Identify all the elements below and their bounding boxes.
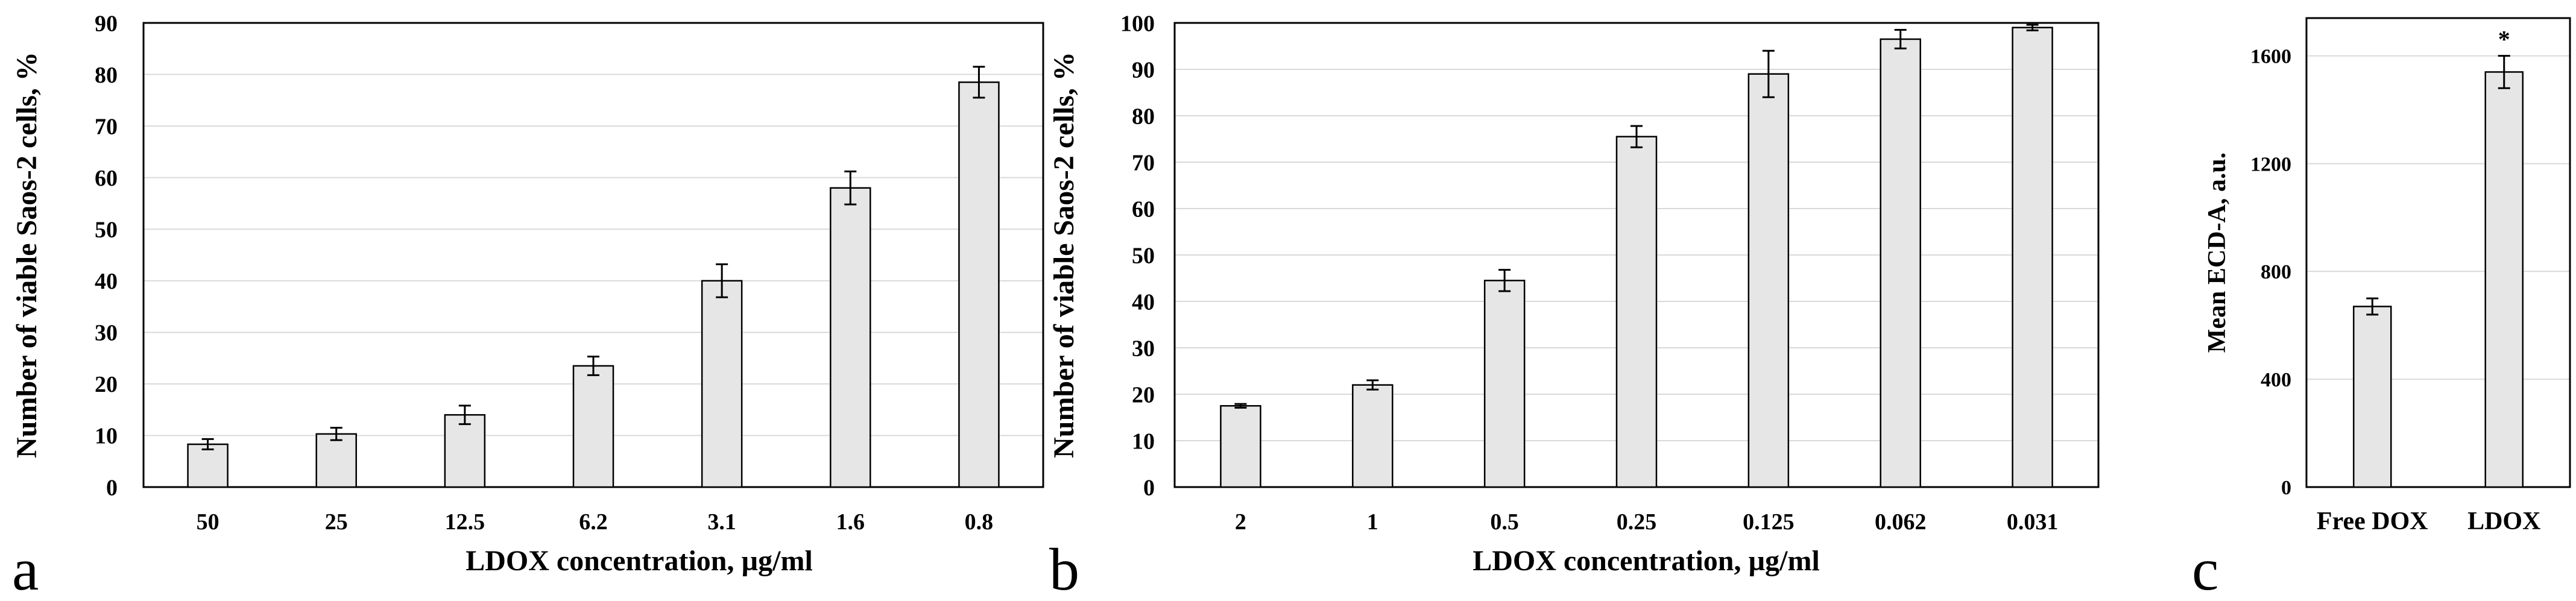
x-tick-label: 0.25 (1617, 509, 1657, 535)
plot-frame (2305, 17, 2571, 488)
bar (2484, 71, 2524, 488)
bar (444, 414, 486, 488)
x-tick-label: 0.062 (1875, 509, 1927, 535)
bar (1352, 384, 1394, 488)
x-tick-label: 0.031 (2007, 509, 2059, 535)
x-tick-label: 1 (1367, 509, 1378, 535)
panel-letter: a (12, 536, 39, 601)
y-tick-label: 80 (95, 63, 118, 88)
x-tick-label: 2 (1235, 509, 1246, 535)
x-tick-label: Free DOX (2317, 508, 2428, 535)
y-axis-label: Number of viable Saos-2 cells, % (11, 52, 43, 458)
significance-marker: * (2498, 26, 2510, 53)
bar (572, 365, 614, 488)
x-tick-label: 0.5 (1490, 509, 1519, 535)
y-tick-label: 60 (95, 166, 118, 191)
y-tick-label: 20 (95, 372, 118, 397)
y-tick-label: 30 (1132, 336, 1155, 361)
bar (2353, 306, 2392, 488)
y-tick-label: 100 (1120, 11, 1155, 36)
y-tick-label: 1200 (2250, 153, 2291, 175)
panel-letter: b (1049, 536, 1079, 601)
x-tick-label: 0.8 (965, 509, 994, 535)
y-tick-label: 10 (1132, 429, 1155, 454)
y-tick-label: 70 (95, 114, 118, 139)
x-tick-label: 50 (197, 509, 219, 535)
x-tick-label: LDOX (2467, 508, 2540, 535)
bar (1483, 280, 1526, 488)
bar (1747, 73, 1790, 488)
x-tick-label: 25 (325, 509, 348, 535)
y-tick-label: 10 (95, 424, 118, 449)
bar (315, 433, 357, 488)
bar (701, 280, 743, 488)
y-tick-label: 30 (95, 321, 118, 346)
y-tick-label: 90 (95, 11, 118, 36)
x-axis-label: LDOX concentration, µg/ml (466, 545, 813, 577)
bar (187, 443, 229, 488)
y-tick-label: 40 (1132, 289, 1155, 315)
x-tick-label: 12.5 (445, 509, 485, 535)
bar (2012, 27, 2053, 488)
y-axis-label: Number of viable Saos-2 cells, % (1048, 52, 1080, 458)
y-tick-label: 50 (1132, 243, 1155, 268)
x-tick-label: 0.125 (1743, 509, 1795, 535)
panel-letter: c (2192, 536, 2218, 601)
bar (830, 187, 871, 488)
y-tick-label: 80 (1132, 104, 1155, 129)
bar (1220, 405, 1261, 488)
bar (958, 81, 1000, 488)
y-tick-label: 90 (1132, 57, 1155, 83)
y-tick-label: 0 (1143, 475, 1155, 500)
y-tick-label: 400 (2261, 369, 2291, 391)
y-tick-label: 1600 (2250, 45, 2291, 68)
y-tick-label: 70 (1132, 150, 1155, 175)
bar (1880, 38, 1921, 488)
x-tick-label: 3.1 (707, 509, 736, 535)
y-tick-label: 50 (95, 218, 118, 243)
y-tick-label: 20 (1132, 382, 1155, 407)
y-tick-label: 0 (2281, 477, 2291, 499)
x-tick-label: 6.2 (579, 509, 608, 535)
y-tick-label: 40 (95, 269, 118, 294)
x-axis-label: LDOX concentration, µg/ml (1473, 545, 1820, 577)
x-tick-label: 1.6 (836, 509, 865, 535)
y-tick-label: 0 (106, 475, 118, 500)
y-tick-label: 60 (1132, 197, 1155, 222)
y-axis-label: Mean ECD-A, a.u. (2203, 153, 2231, 353)
bar (1615, 136, 1658, 488)
y-tick-label: 800 (2261, 261, 2291, 283)
